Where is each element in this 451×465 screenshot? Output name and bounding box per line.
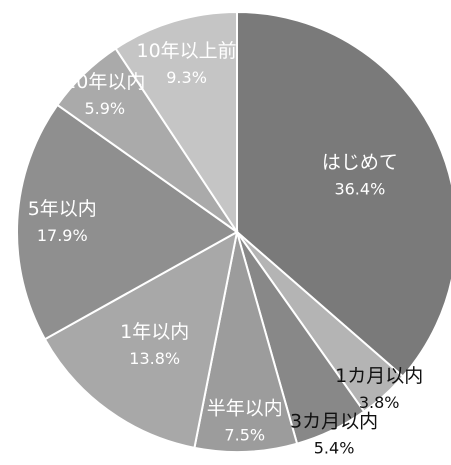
pie-slice-label: 10年以内 — [64, 71, 145, 93]
pie-slice — [43, 230, 239, 450]
pie-slice-value: 5.9% — [84, 99, 125, 118]
pie-slice-label: 1カ月以内 — [335, 365, 423, 387]
pie-slice-value: 13.8% — [129, 349, 180, 368]
pie-slice-label: 3カ月以内 — [290, 410, 378, 432]
pie-slice-label: はじめて — [322, 152, 398, 174]
pie-slice-value: 5.4% — [314, 438, 355, 457]
pie-slice — [16, 103, 239, 341]
pie-slice-label: 半年以内 — [207, 397, 283, 419]
pie-slice-value: 36.4% — [334, 180, 385, 199]
pie-labels: はじめて 36.4% 1カ月以内 3.8%3カ月以内 5.4% 半年以内 7.5% 1年以内 1… — [28, 40, 424, 458]
pie-slice — [193, 231, 299, 453]
pie-slice-label: 10年以上前 — [136, 40, 236, 62]
pie-slice-value: 17.9% — [37, 226, 88, 245]
pie-slice — [236, 10, 451, 378]
pie-slice-value: 3.8% — [359, 393, 400, 412]
pie-slice-value: 9.3% — [166, 68, 207, 87]
pie-slice-label: 1年以内 — [120, 321, 189, 343]
pie-slices — [16, 10, 451, 453]
pie-slice-label: 5年以内 — [28, 198, 97, 220]
pie-slice-value: 7.5% — [224, 425, 265, 444]
pie-slice — [114, 10, 238, 236]
